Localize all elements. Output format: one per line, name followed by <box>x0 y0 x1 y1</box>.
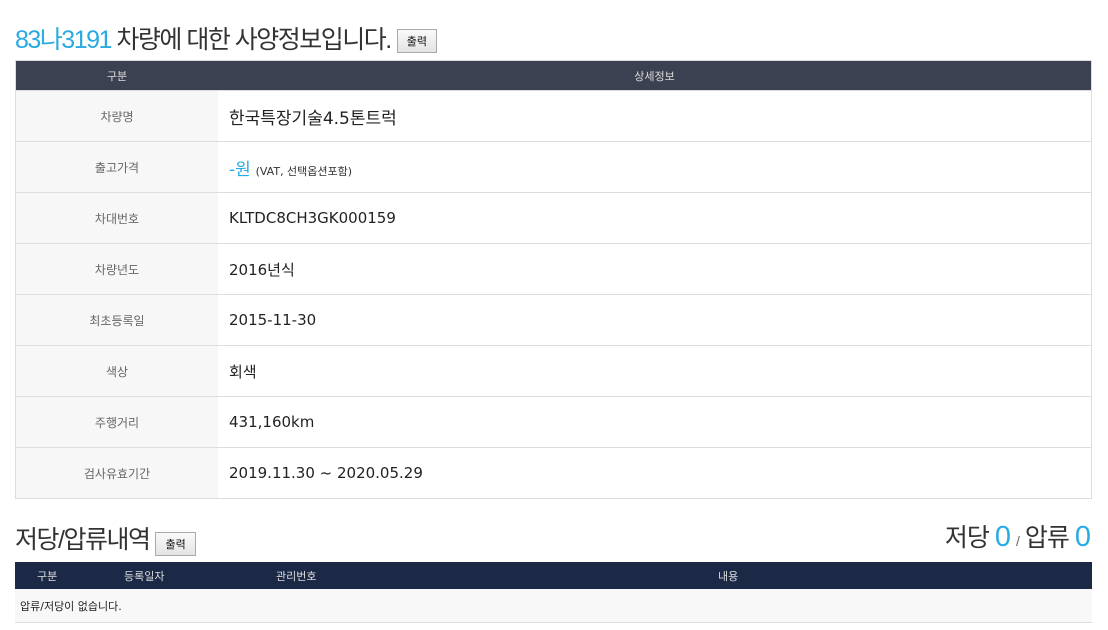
table-row: 최초등록일 2015-11-30 <box>15 294 1092 346</box>
lien-title: 저당/압류내역 출력 <box>15 520 196 557</box>
row-value: KLTDC8CH3GK000159 <box>218 192 1092 244</box>
row-value: 2016년식 <box>218 243 1092 295</box>
col-header: 등록일자 <box>123 562 275 589</box>
lien-title-text: 저당/압류내역 <box>15 526 151 554</box>
row-label: 차대번호 <box>15 192 218 244</box>
empty-message: 압류/저당이 없습니다. <box>15 589 1092 623</box>
row-label: 주행거리 <box>15 396 218 448</box>
seizure-count: 0 <box>1074 521 1091 553</box>
print-lien-button[interactable]: 출력 <box>155 532 196 557</box>
table-row: 차량명 한국특장기술4.5톤트럭 <box>15 90 1092 142</box>
separator: / <box>1016 533 1020 549</box>
col-header: 상세정보 <box>218 60 1092 91</box>
row-label: 출고가격 <box>15 141 218 193</box>
lien-table: 구분 등록일자 관리번호 내용 압류/저당이 없습니다. <box>15 562 1092 623</box>
price-value: -원 <box>229 159 251 180</box>
col-header: 관리번호 <box>275 562 717 589</box>
row-label: 검사유효기간 <box>15 447 218 499</box>
mortgage-count: 0 <box>994 521 1011 553</box>
table-row: 출고가격 -원 (VAT, 선택옵션포함) <box>15 141 1092 193</box>
table-row: 차량년도 2016년식 <box>15 243 1092 295</box>
row-value: 회색 <box>218 345 1092 397</box>
row-label: 색상 <box>15 345 218 397</box>
row-label: 차량명 <box>15 90 218 142</box>
table-row: 주행거리 431,160km <box>15 396 1092 448</box>
table-row: 압류/저당이 없습니다. <box>15 589 1092 623</box>
col-header: 구분 <box>15 562 123 589</box>
table-row: 색상 회색 <box>15 345 1092 397</box>
plate-number: 83나3191 <box>15 26 112 54</box>
page-title: 83나3191 차량에 대한 사양정보입니다. 출력 <box>15 20 437 56</box>
row-label: 차량년도 <box>15 243 218 295</box>
table-row: 차대번호 KLTDC8CH3GK000159 <box>15 192 1092 244</box>
lien-count: 저당 0 /압류 0 <box>944 518 1091 554</box>
row-value: 431,160km <box>218 396 1092 448</box>
table-row: 검사유효기간 2019.11.30 ~ 2020.05.29 <box>15 447 1092 499</box>
title-text: 차량에 대한 사양정보입니다. <box>110 26 392 54</box>
row-value: 한국특장기술4.5톤트럭 <box>218 90 1092 142</box>
row-label: 최초등록일 <box>15 294 218 346</box>
print-spec-button[interactable]: 출력 <box>396 29 437 54</box>
col-header: 내용 <box>717 562 1092 589</box>
col-header: 구분 <box>15 60 218 91</box>
mortgage-label: 저당 <box>944 524 990 552</box>
row-value: 2019.11.30 ~ 2020.05.29 <box>218 447 1092 499</box>
spec-table: 구분 상세정보 차량명 한국특장기술4.5톤트럭 출고가격 -원 (VAT, 선택옵션… <box>15 60 1092 499</box>
seizure-label: 압류 <box>1024 524 1070 552</box>
row-value: 2015-11-30 <box>218 294 1092 346</box>
price-note: (VAT, 선택옵션포함) <box>255 164 353 178</box>
